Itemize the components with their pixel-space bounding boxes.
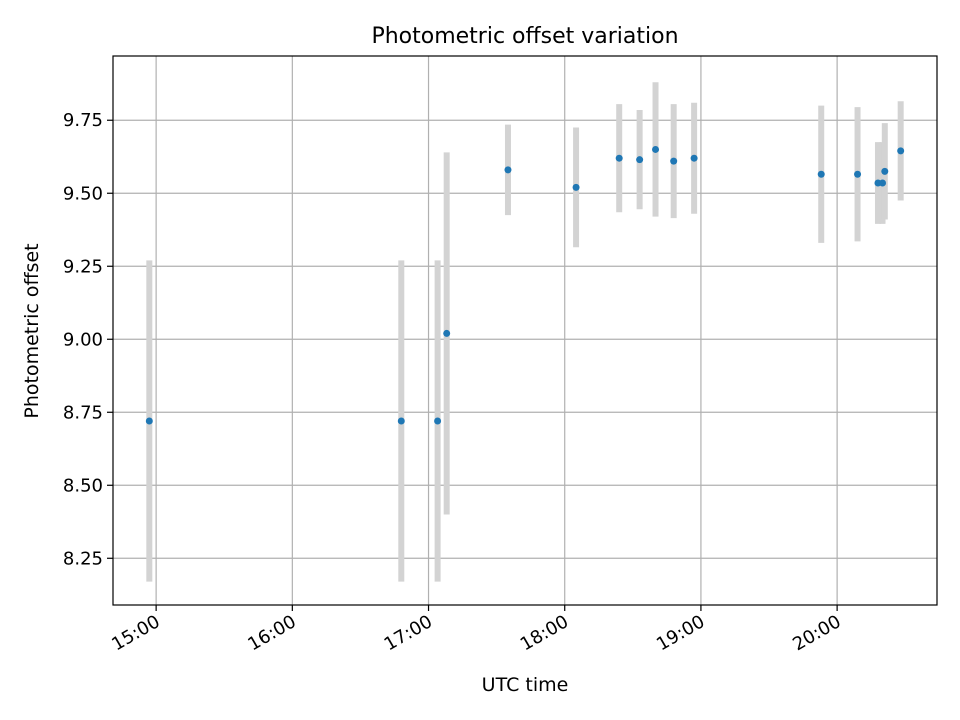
chart-title: Photometric offset variation (371, 24, 678, 49)
y-tick-label: 9.50 (63, 183, 103, 204)
y-tick-label: 8.75 (63, 402, 103, 423)
grid-lines (113, 56, 937, 605)
y-tick-label: 8.25 (63, 548, 103, 569)
x-axis-label: UTC time (482, 674, 569, 696)
y-tick-label: 9.75 (63, 110, 103, 131)
data-point (881, 167, 889, 175)
data-points (145, 145, 905, 425)
data-point (145, 417, 153, 425)
data-point (615, 154, 623, 162)
data-point (652, 145, 660, 153)
y-axis-label: Photometric offset (21, 243, 43, 418)
y-axis-ticks: 8.25 8.50 8.75 9.00 9.25 9.50 9.75 (63, 110, 113, 569)
y-tick-label: 9.00 (63, 329, 103, 350)
data-point (690, 154, 698, 162)
y-tick-label: 9.25 (63, 256, 103, 277)
data-point (397, 417, 405, 425)
y-tick-label: 8.50 (63, 475, 103, 496)
plot-frame (112, 55, 938, 606)
data-point (572, 183, 580, 191)
data-point (636, 156, 644, 164)
data-point (504, 166, 512, 174)
data-point (443, 329, 451, 337)
data-point (854, 170, 862, 178)
data-point (434, 417, 442, 425)
data-point (897, 147, 905, 155)
data-point (879, 179, 887, 187)
data-point (670, 157, 678, 165)
data-point (817, 170, 825, 178)
